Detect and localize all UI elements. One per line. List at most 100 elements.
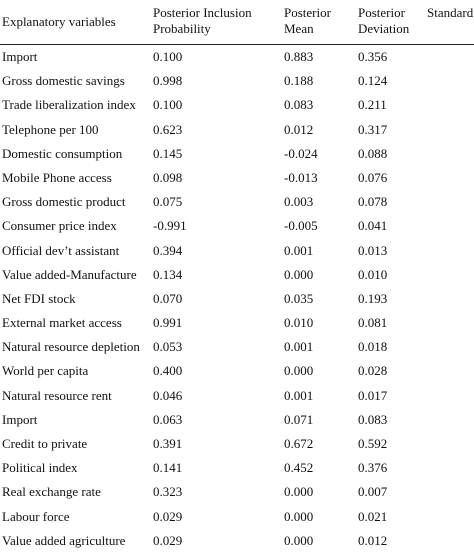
cell-variable: Net FDI stock: [2, 290, 76, 306]
cell-pip: 0.053: [153, 339, 183, 355]
cell-pip: 0.029: [153, 508, 183, 524]
table-row: Import 0.063 0.071 0.083: [0, 408, 474, 432]
cell-pip: 0.400: [153, 363, 183, 379]
cell-sd: 0.013: [358, 242, 388, 258]
cell-pip: 0.100: [153, 97, 183, 113]
cell-sd: 0.012: [358, 532, 388, 548]
cell-mean: 0.000: [284, 363, 314, 379]
cell-mean: 0.188: [284, 73, 314, 89]
header-pip-line1: Posterior Inclusion: [153, 5, 252, 20]
cell-mean: 0.001: [284, 242, 314, 258]
cell-variable: Gross domestic savings: [2, 73, 125, 89]
cell-mean: 0.000: [284, 532, 314, 548]
cell-mean: 0.083: [284, 97, 314, 113]
cell-mean: -0.013: [284, 169, 318, 185]
cell-variable: Credit to private: [2, 436, 88, 451]
cell-sd: 0.376: [358, 460, 388, 476]
table-row: Real exchange rate 0.323 0.000 0.007: [0, 480, 474, 504]
cell-mean: 0.001: [284, 387, 314, 403]
cell-pip: 0.991: [153, 315, 183, 331]
cell-pip: 0.070: [153, 290, 183, 306]
cell-mean: 0.001: [284, 339, 314, 355]
cell-sd: 0.041: [358, 218, 388, 234]
cell-variable: Consumer price index: [2, 218, 117, 234]
cell-variable: Real exchange rate: [2, 484, 101, 500]
header-sd-line1: Posterior: [358, 5, 405, 20]
cell-mean: 0.000: [284, 484, 314, 500]
cell-variable: Natural resource depletion: [2, 339, 140, 355]
cell-variable: Import: [2, 49, 38, 64]
cell-pip: 0.134: [153, 266, 183, 282]
table-row: Natural resource rent 0.046 0.001 0.017: [0, 384, 474, 408]
cell-sd: 0.007: [358, 484, 388, 500]
cell-sd: 0.317: [358, 121, 388, 137]
table-header: Explanatory variables Posterior Inclusio…: [0, 0, 474, 45]
cell-sd: 0.081: [358, 315, 388, 331]
table-row: Domestic consumption 0.145 -0.024 0.088: [0, 142, 474, 166]
cell-pip: 0.145: [153, 145, 183, 161]
table-row: Gross domestic product 0.075 0.003 0.078: [0, 190, 474, 214]
cell-mean: -0.024: [284, 145, 318, 161]
cell-variable: Value added agriculture: [2, 532, 126, 548]
cell-pip: 0.998: [153, 73, 183, 89]
cell-pip: -0.991: [153, 218, 187, 234]
table-row: External market access 0.991 0.010 0.081: [0, 311, 474, 335]
cell-variable: Value added-Manufacture: [2, 266, 137, 282]
header-pip-line2: Probability: [153, 21, 211, 36]
table-row: Political index 0.141 0.452 0.376: [0, 456, 474, 480]
cell-pip: 0.623: [153, 121, 183, 137]
cell-pip: 0.098: [153, 169, 183, 185]
cell-variable: Domestic consumption: [2, 145, 123, 161]
cell-variable: Natural resource rent: [2, 387, 112, 403]
cell-variable: Political index: [2, 460, 78, 476]
header-sd-line2: Deviation: [358, 21, 410, 36]
cell-mean: 0.000: [284, 508, 314, 524]
cell-sd: 0.088: [358, 145, 388, 161]
cell-sd: 0.010: [358, 266, 388, 282]
cell-mean: 0.010: [284, 315, 314, 331]
cell-sd: 0.018: [358, 339, 388, 355]
table-row: Consumer price index -0.991 -0.005 0.041: [0, 214, 474, 238]
cell-pip: 0.323: [153, 484, 183, 500]
cell-mean: 0.071: [284, 411, 314, 427]
table-row: Value added-Manufacture 0.134 0.000 0.010: [0, 263, 474, 287]
table-row: Value added agriculture 0.029 0.000 0.012: [0, 529, 474, 553]
cell-sd: 0.083: [358, 411, 388, 427]
cell-variable: Labour force: [2, 508, 70, 524]
cell-pip: 0.063: [153, 411, 183, 427]
cell-pip: 0.075: [153, 194, 183, 210]
cell-sd: 0.592: [358, 436, 388, 451]
cell-mean: 0.883: [284, 49, 314, 64]
cell-sd: 0.211: [358, 97, 387, 113]
table-row: Gross domestic savings 0.998 0.188 0.124: [0, 69, 474, 93]
table-row: Credit to private 0.391 0.672 0.592: [0, 432, 474, 456]
header-mean-line1: Posterior: [284, 5, 331, 20]
table-row: Net FDI stock 0.070 0.035 0.193: [0, 287, 474, 311]
cell-sd: 0.076: [358, 169, 388, 185]
cell-variable: Import: [2, 411, 38, 427]
cell-mean: 0.000: [284, 266, 314, 282]
cell-mean: 0.012: [284, 121, 314, 137]
cell-variable: Trade liberalization index: [2, 97, 136, 113]
table-row: Import 0.100 0.883 0.356: [0, 45, 474, 69]
cell-variable: Mobile Phone access: [2, 169, 112, 185]
header-mean-line2: Mean: [284, 21, 314, 36]
cell-sd: 0.356: [358, 49, 388, 64]
table-body: Import 0.100 0.883 0.356 Gross domestic savi…: [0, 45, 474, 553]
cell-pip: 0.100: [153, 49, 183, 64]
cell-sd: 0.078: [358, 194, 388, 210]
cell-pip: 0.391: [153, 436, 183, 451]
cell-pip: 0.394: [153, 242, 183, 258]
table-row: Mobile Phone access 0.098 -0.013 0.076: [0, 166, 474, 190]
cell-variable: Gross domestic product: [2, 194, 126, 210]
table-row: Natural resource depletion 0.053 0.001 0.01…: [0, 335, 474, 359]
table-row: World per capita 0.400 0.000 0.028: [0, 359, 474, 383]
cell-pip: 0.141: [153, 460, 183, 476]
cell-pip: 0.029: [153, 532, 183, 548]
table-row: Telephone per 100 0.623 0.012 0.317: [0, 118, 474, 142]
header-posterior-mean: Posterior Mean: [284, 5, 331, 37]
header-posterior-deviation: Posterior Deviation: [358, 5, 409, 37]
header-explanatory-variables: Explanatory variables: [2, 14, 116, 29]
header-pip: Posterior Inclusion Probability: [153, 5, 252, 37]
